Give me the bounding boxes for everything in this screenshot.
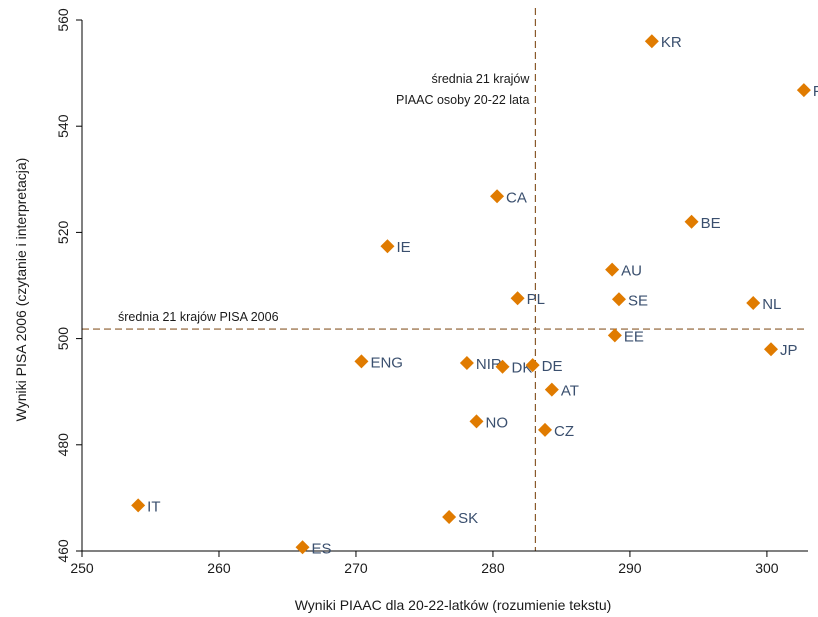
data-point xyxy=(354,354,369,369)
data-point xyxy=(490,189,505,204)
point-label: SE xyxy=(628,292,648,309)
data-point xyxy=(611,292,626,307)
point-label: JP xyxy=(780,342,798,359)
data-point xyxy=(746,296,761,311)
pisa-mean-label: średnia 21 krajów PISA 2006 xyxy=(118,310,279,324)
point-label: FI xyxy=(813,83,818,100)
point-label: DE xyxy=(542,358,563,375)
point-label: CZ xyxy=(554,423,574,440)
y-tick-label: 460 xyxy=(55,539,71,563)
x-tick-label: 290 xyxy=(618,560,642,576)
point-label: NO xyxy=(486,414,509,431)
y-tick-label: 540 xyxy=(55,114,71,138)
data-point xyxy=(764,342,779,357)
data-point xyxy=(684,214,699,229)
data-point xyxy=(607,328,622,343)
data-point xyxy=(796,83,811,98)
point-label: PL xyxy=(527,291,545,308)
x-tick-label: 280 xyxy=(481,560,505,576)
point-label: AU xyxy=(621,263,642,280)
x-tick-label: 250 xyxy=(70,560,94,576)
axes xyxy=(81,20,808,552)
reference-line-annotations: średnia 21 krajów PIAAC osoby 20-22 lata ś… xyxy=(118,72,530,324)
y-axis-title: Wyniki PISA 2006 (czytanie i interpretac… xyxy=(13,158,29,422)
data-point xyxy=(544,382,559,397)
data-point xyxy=(442,510,457,525)
point-label: SK xyxy=(458,510,478,527)
x-tick-label: 270 xyxy=(344,560,368,576)
point-label: NIR xyxy=(476,356,502,373)
point-label: ENG xyxy=(370,354,403,371)
data-points: KRFICABEIEAUPLSENLEEJPENGNIRDKDEATNOCZIT… xyxy=(131,34,818,557)
data-point xyxy=(525,358,540,373)
point-label: ES xyxy=(312,540,332,557)
y-tick-label: 520 xyxy=(55,221,71,245)
data-point xyxy=(295,540,310,555)
data-point xyxy=(537,422,552,437)
data-point xyxy=(459,356,474,371)
y-tick-label: 480 xyxy=(55,433,71,457)
data-point xyxy=(495,359,510,374)
data-point xyxy=(605,262,620,277)
x-axis-title: Wyniki PIAAC dla 20-22-latków (rozumieni… xyxy=(295,597,612,613)
data-point xyxy=(510,291,525,306)
point-label: IE xyxy=(396,239,410,256)
data-point xyxy=(644,34,659,49)
piaac-mean-label: PIAAC osoby 20-22 lata xyxy=(396,93,529,107)
data-point xyxy=(380,239,395,254)
y-axis-ticks: 460 480 500 520 540 560 xyxy=(55,8,82,563)
piaac-mean-label: średnia 21 krajów xyxy=(431,72,530,86)
data-point xyxy=(469,414,484,429)
x-axis-ticks: 250 260 270 280 290 300 xyxy=(70,551,779,576)
data-point xyxy=(131,498,146,513)
x-tick-label: 300 xyxy=(755,560,779,576)
point-label: BE xyxy=(701,215,721,232)
point-label: AT xyxy=(561,383,579,400)
point-label: NL xyxy=(762,296,781,313)
x-tick-label: 260 xyxy=(207,560,231,576)
point-label: IT xyxy=(147,498,160,515)
y-tick-label: 500 xyxy=(55,327,71,351)
reference-lines xyxy=(82,8,808,551)
point-label: EE xyxy=(624,328,644,345)
point-label: CA xyxy=(506,189,527,206)
point-label: KR xyxy=(661,34,682,51)
y-tick-label: 560 xyxy=(55,8,71,32)
